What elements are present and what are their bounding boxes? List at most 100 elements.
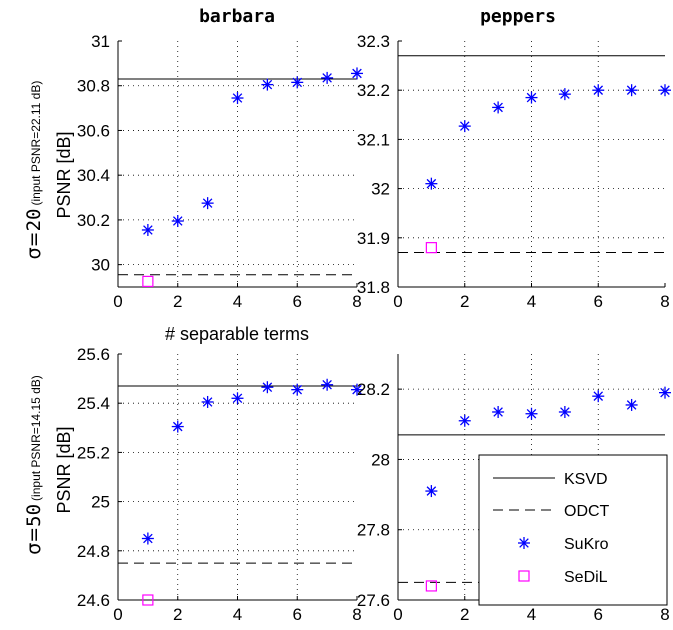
- x-tick-label: 2: [460, 605, 469, 624]
- sukro-point: [201, 197, 214, 210]
- x-tick-label: 8: [352, 605, 361, 624]
- sukro-point: [659, 386, 671, 399]
- row2-ylabel: PSNR [dB]: [54, 426, 74, 513]
- sukro-point: [141, 223, 154, 236]
- row2-sigma-symbol: σ=: [23, 527, 45, 555]
- sedil-point: [425, 242, 437, 254]
- x-tick-label: 4: [233, 292, 242, 311]
- x-tick-label: 4: [233, 605, 242, 624]
- chart-title-peppers: peppers: [480, 6, 556, 27]
- y-tick-label: 30.6: [77, 121, 110, 140]
- row2-input-note: (input PSNR=14.15 dB): [29, 375, 43, 501]
- sukro-point: [492, 405, 505, 418]
- sukro-point: [171, 215, 184, 228]
- y-tick-label: 25.2: [77, 443, 110, 462]
- axes-panel-3: 0 2 4 6 8 24.6 24.8 25 25.2 25.4 25.6: [77, 345, 363, 624]
- sukro-point: [171, 420, 184, 433]
- x-tick-label: 0: [393, 605, 402, 624]
- y-tick-label: 30.2: [77, 211, 110, 230]
- y-tick-label: 28: [371, 450, 390, 469]
- sukro-point: [351, 67, 363, 80]
- y-tick-label: 28.2: [357, 380, 390, 399]
- sukro-point: [558, 405, 571, 418]
- y-tick-label: 30: [91, 256, 110, 275]
- sukro-point: [625, 398, 638, 411]
- chart-title-barbara: barbara: [199, 6, 275, 27]
- y-tick-label: 31: [91, 32, 110, 51]
- legend-label-odct: ODCT: [564, 503, 610, 520]
- y-tick-label: 24.8: [77, 542, 110, 561]
- x-tick-label: 2: [173, 292, 182, 311]
- x-tick-label: 2: [460, 292, 469, 311]
- sukro-point: [525, 91, 538, 104]
- sukro-point: [592, 390, 605, 403]
- svg-text:σ=50(input PSNR=14.15 dB): σ=50 (input PSNR=14.15 dB): [23, 375, 45, 555]
- x-tick-label: 0: [113, 605, 122, 624]
- y-tick-label: 32.3: [357, 32, 390, 51]
- legend-box: [478, 454, 668, 606]
- sukro-point: [492, 101, 505, 114]
- sukro-point: [425, 485, 438, 498]
- x-axis-label: # separable terms: [165, 324, 309, 344]
- row-label-sigma50: σ=50 (input PSNR=14.15 dB): [23, 375, 45, 555]
- x-tick-label: 6: [293, 292, 302, 311]
- sukro-point: [321, 71, 334, 84]
- y-tick-label: 30.4: [77, 166, 110, 185]
- row1-input-note: (input PSNR=22.11 dB): [29, 81, 43, 206]
- legend-label-sukro: SuKro: [564, 536, 609, 553]
- row1-sigma-value: 20: [23, 209, 45, 232]
- sukro-point: [592, 84, 605, 97]
- y-tick-label: 25.4: [77, 394, 110, 413]
- y-tick-label: 27.6: [357, 591, 390, 610]
- x-tick-label: 8: [660, 605, 669, 624]
- y-tick-label: 31.8: [357, 278, 390, 297]
- sedil-point: [142, 594, 154, 606]
- x-tick-label: 6: [594, 605, 603, 624]
- sukro-point: [625, 84, 638, 97]
- x-tick-label: 6: [293, 605, 302, 624]
- sukro-point: [558, 88, 571, 101]
- legend-sukro-symbol: [518, 537, 530, 549]
- sukro-point: [458, 120, 471, 133]
- x-tick-label: 2: [173, 605, 182, 624]
- sedil-point: [142, 275, 154, 288]
- y-tick-label: 32: [371, 180, 390, 199]
- y-tick-label: 27.8: [357, 521, 390, 540]
- sukro-point: [321, 378, 334, 391]
- x-tick-label: 4: [527, 292, 536, 311]
- sukro-point: [231, 392, 244, 405]
- sukro-point: [425, 177, 438, 190]
- sukro-point: [291, 383, 304, 396]
- y-tick-label: 31.9: [357, 229, 390, 248]
- sedil-point: [425, 580, 437, 592]
- y-tick-label: 25.6: [77, 345, 110, 364]
- legend-label-sedil: SeDiL: [564, 569, 608, 586]
- legend-label-ksvd: KSVD: [564, 471, 608, 488]
- x-tick-label: 8: [352, 292, 361, 311]
- legend-sedil-symbol: [518, 570, 530, 582]
- y-tick-label: 32.2: [357, 81, 390, 100]
- axes-panel-2: 0 2 4 6 8 31.8 31.9 32 32.1 32.2 32.3: [357, 32, 671, 311]
- row1-ylabel: PSNR [dB]: [54, 131, 74, 218]
- x-tick-label: 8: [660, 292, 669, 311]
- row1-sigma-symbol: σ=: [23, 231, 45, 259]
- sukro-point: [659, 84, 671, 97]
- legend-items: KSVD ODCT SuKro SeDiL: [493, 471, 610, 586]
- sukro-point: [458, 414, 471, 427]
- row-label-sigma20: σ=20 (input PSNR=22.11 dB): [23, 81, 45, 260]
- svg-text:σ=20(input PSNR=22.11 dB): σ=20 (input PSNR=22.11 dB): [23, 81, 45, 260]
- sukro-point: [525, 407, 538, 420]
- x-tick-label: 4: [527, 605, 536, 624]
- axes-panel-1: 0 2 4 6 8 30 30.2 30.4 30.6 30.8 31: [77, 32, 363, 311]
- sukro-point: [291, 76, 304, 89]
- y-tick-label: 32.1: [357, 130, 390, 149]
- sukro-point: [351, 383, 363, 396]
- sukro-point: [141, 532, 154, 545]
- row2-sigma-value: 50: [23, 504, 45, 527]
- y-tick-label: 24.6: [77, 591, 110, 610]
- sukro-point: [261, 381, 274, 394]
- sukro-point: [231, 92, 244, 105]
- legend: KSVD ODCT SuKro SeDiL: [478, 454, 668, 606]
